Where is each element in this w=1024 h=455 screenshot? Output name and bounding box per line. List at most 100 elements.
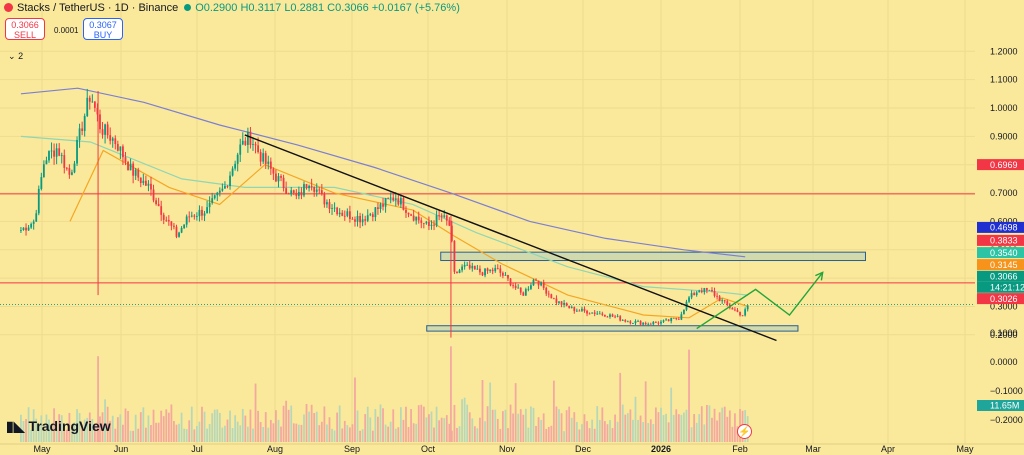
horizontal-levels[interactable]	[0, 193, 975, 305]
candle-body	[310, 185, 313, 188]
candle-body	[407, 212, 410, 215]
volume-bar	[259, 422, 262, 442]
candle-body	[229, 175, 231, 187]
volume-bar	[596, 406, 599, 442]
time-axis[interactable]: May Jun Jul Aug Sep Oct Nov Dec 2026 Feb Mar Apr May	[0, 443, 1024, 454]
time-tick-3: Aug	[267, 444, 283, 454]
volume-bar	[634, 396, 637, 442]
volume-bar	[601, 407, 604, 442]
candle-body	[428, 221, 430, 226]
candle-body	[213, 195, 216, 199]
volume-bar	[254, 383, 257, 442]
volume-bar	[672, 414, 675, 442]
candle-body	[547, 293, 550, 295]
support-resistance-zones[interactable]	[426, 251, 866, 332]
volume-bar	[445, 415, 448, 442]
volume-bar	[37, 424, 40, 442]
candle-body	[723, 300, 726, 302]
price-label-0: 0.6969	[977, 159, 1024, 171]
volume-bar	[586, 421, 588, 442]
volume-bar	[124, 408, 127, 442]
volume-bar	[675, 409, 678, 442]
indicator-count: 2	[18, 51, 24, 61]
volume-bar	[734, 413, 736, 442]
volume-bar	[218, 412, 221, 442]
candle-body	[73, 163, 76, 173]
candle-body	[195, 216, 198, 217]
volume-bar	[433, 427, 435, 442]
symbol-title[interactable]: Stacks / TetherUS · 1D · Binance	[17, 2, 179, 14]
volume-bar	[165, 409, 168, 442]
volume-bar	[379, 404, 382, 442]
candle-body	[178, 232, 180, 237]
volume-bar	[275, 410, 277, 442]
candle-body	[384, 198, 387, 207]
time-tick-4: Sep	[344, 444, 360, 454]
volume-bar	[542, 413, 545, 442]
tradingview-logo[interactable]: ▮◣ TradingView	[6, 418, 111, 435]
volume-bar	[150, 425, 152, 442]
candle-body	[494, 268, 497, 272]
volume-bar	[683, 412, 685, 442]
candle-body	[606, 316, 609, 318]
volume-bar	[519, 409, 522, 442]
volume-bar	[180, 412, 183, 442]
volume-bar	[331, 428, 333, 442]
sell-button[interactable]: 0.3066 SELL	[5, 18, 45, 40]
price-label-6: 14:21:12	[977, 281, 1024, 293]
candle-body	[124, 157, 127, 162]
volume-bar	[609, 420, 611, 442]
volume-bar	[25, 419, 27, 442]
flash-icon[interactable]: ⚡	[737, 424, 752, 439]
candle-body	[524, 289, 527, 296]
svg-text:0.3026: 0.3026	[990, 294, 1018, 304]
volume-bar	[565, 410, 568, 442]
time-tick-2: Jul	[191, 444, 203, 454]
candle-body	[356, 215, 359, 222]
volume-bar	[83, 419, 86, 442]
volume-bar	[509, 404, 512, 442]
volume-bar	[629, 409, 632, 442]
volume-bar	[157, 422, 160, 442]
candle-body	[672, 317, 675, 319]
volume-bar	[512, 413, 514, 442]
time-tick-0: May	[33, 444, 51, 454]
candle-body	[657, 322, 660, 324]
price-label-5: 0.3066	[977, 270, 1024, 282]
candle-body	[155, 200, 157, 204]
volume-bar	[545, 428, 548, 442]
price-label-3: 0.3540	[977, 247, 1024, 259]
candle-body	[239, 144, 242, 155]
volume-bar	[593, 428, 596, 442]
volume-bar	[22, 421, 25, 442]
volume-bar	[456, 427, 458, 442]
candle-body	[739, 311, 741, 316]
volume-bar	[122, 424, 124, 442]
zone-0	[440, 251, 866, 262]
indicator-toggle[interactable]: ⌄ 2	[8, 51, 23, 62]
volume-bar	[677, 414, 680, 442]
volume-bar	[81, 424, 84, 442]
candle-body	[703, 288, 706, 293]
candle-body	[290, 190, 293, 195]
candle-body	[507, 274, 509, 279]
candle-body	[88, 97, 91, 102]
volume-bar	[173, 420, 175, 442]
volume-bar	[716, 420, 718, 442]
volume-bar	[297, 424, 300, 442]
candle-body	[642, 322, 645, 325]
volume-bar	[649, 419, 652, 442]
candle-body	[257, 145, 259, 153]
time-tick-1: Jun	[114, 444, 129, 454]
buy-button[interactable]: 0.3067 BUY	[83, 18, 123, 40]
candle-body	[142, 180, 145, 183]
candle-body	[718, 296, 721, 302]
candle-body	[45, 160, 48, 165]
drawings[interactable]	[244, 134, 824, 342]
candle-body	[504, 274, 507, 276]
volume-bar	[111, 415, 114, 442]
candle-body	[586, 310, 588, 314]
volume-bar	[711, 417, 713, 442]
candle-body	[486, 268, 489, 271]
